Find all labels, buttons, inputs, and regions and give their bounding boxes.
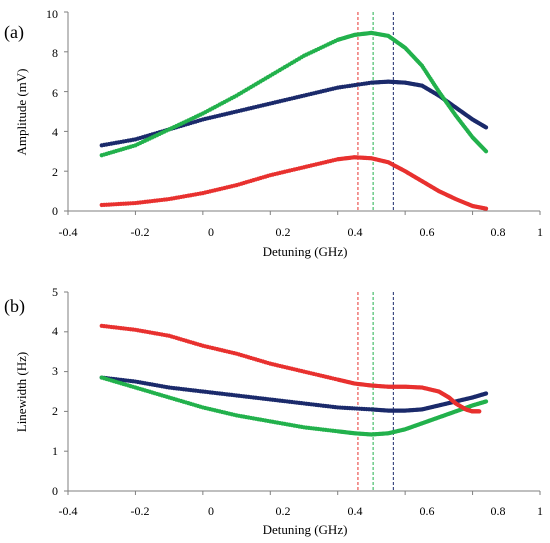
panel-a-xtick: 0.2 — [276, 225, 291, 239]
panel-a-label: (a) — [4, 22, 24, 43]
panel-a: (a) Amplitude (mV) Detuning (GHz) -0.4 -… — [4, 7, 543, 259]
panel-b-xtick: 0.6 — [420, 504, 435, 518]
panel-b-series-red — [99, 323, 482, 414]
panel-b-data-point — [483, 391, 489, 396]
panel-a-ytick: 0 — [52, 204, 58, 218]
panel-a-ticks: -0.4 -0.2 0 0.2 0.4 0.6 0.8 1 0 2 4 6 8 … — [46, 7, 543, 239]
panel-b-xtick: 0.4 — [348, 504, 363, 518]
panel-b-xlabel: Detuning (GHz) — [263, 522, 348, 537]
panel-b: (b) Linewidth (Hz) Detuning (GHz) -0.4 -… — [4, 285, 543, 537]
panel-b-xtick: 1 — [537, 504, 543, 518]
panel-a-xtick: -0.4 — [59, 225, 78, 239]
panel-b-xtick: -0.4 — [59, 504, 78, 518]
panel-b-ticks: -0.4 -0.2 0 0.2 0.4 0.6 0.8 1 0 1 2 3 4 … — [52, 285, 543, 518]
panel-a-ytick: 6 — [52, 86, 58, 100]
panel-b-plot — [64, 291, 541, 495]
panel-b-ytick: 1 — [52, 444, 58, 458]
panel-a-xlabel: Detuning (GHz) — [263, 244, 348, 259]
panel-b-ytick: 5 — [52, 285, 58, 299]
panel-a-series-red — [99, 155, 489, 211]
chart-marks — [64, 11, 541, 495]
panel-b-ytick: 2 — [52, 404, 58, 418]
panel-b-xtick: 0.8 — [491, 504, 506, 518]
panel-a-ytick: 4 — [52, 125, 58, 139]
panel-a-data-point — [483, 149, 489, 154]
panel-b-data-point — [483, 399, 489, 404]
panel-a-ylabel: Amplitude (mV) — [14, 68, 29, 155]
panel-a-xtick: 1 — [537, 225, 543, 239]
panel-b-ylabel: Linewidth (Hz) — [14, 352, 29, 433]
panel-a-series-navy — [99, 79, 489, 148]
panel-a-xtick: 0 — [208, 225, 214, 239]
panel-b-xtick: 0.2 — [276, 504, 291, 518]
panel-b-series-green — [99, 375, 489, 437]
panel-b-ytick: 3 — [52, 364, 58, 378]
panel-b-xtick: -0.2 — [131, 504, 150, 518]
panel-a-xtick: 0.4 — [348, 225, 363, 239]
panel-b-xtick: 0 — [208, 504, 214, 518]
panel-b-ytick: 0 — [52, 484, 58, 498]
panel-a-series-green — [99, 30, 489, 158]
panel-a-plot — [64, 11, 541, 215]
panel-a-data-point — [483, 125, 489, 130]
panel-b-data-point — [477, 409, 482, 414]
panel-a-xtick: 0.6 — [420, 225, 435, 239]
panel-a-data-point — [483, 206, 489, 211]
panel-a-xtick: -0.2 — [131, 225, 150, 239]
panel-a-xtick: 0.8 — [491, 225, 506, 239]
panel-a-ytick: 10 — [46, 7, 58, 21]
panel-a-ytick: 2 — [52, 165, 58, 179]
panel-b-label: (b) — [4, 296, 25, 317]
panel-a-ytick: 8 — [52, 46, 58, 60]
panel-b-ytick: 4 — [52, 324, 58, 338]
